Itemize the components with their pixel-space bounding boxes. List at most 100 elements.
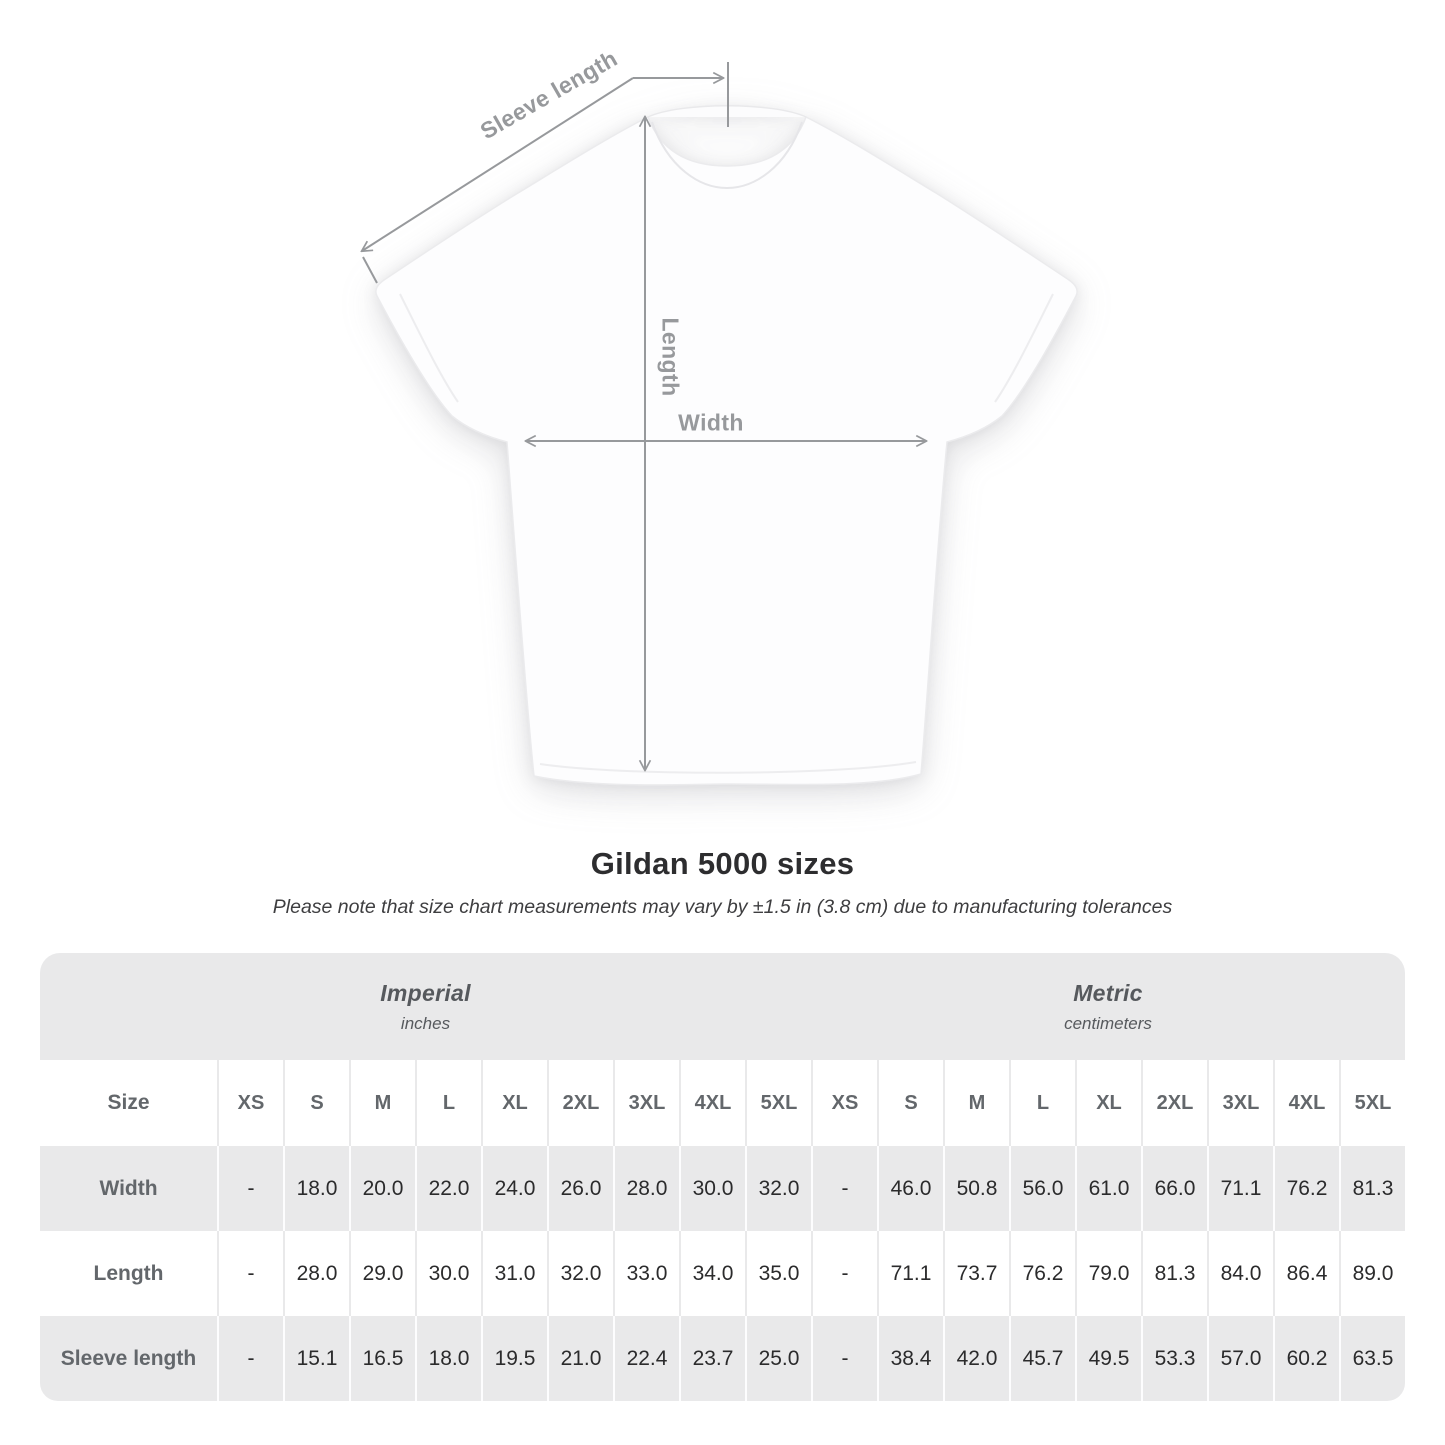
measurement-cell: 49.5 (1075, 1316, 1141, 1401)
measurement-cell: 45.7 (1009, 1316, 1075, 1401)
size-column-header: 2XL (1141, 1060, 1207, 1146)
measurement-cell: 21.0 (547, 1316, 613, 1401)
measurement-cell: 30.0 (415, 1231, 481, 1316)
size-table: Imperial inches Metric centimeters Size … (40, 953, 1405, 1401)
measurement-cell: 33.0 (613, 1231, 679, 1316)
measurement-cell: 73.7 (943, 1231, 1009, 1316)
measurement-cell: 22.0 (415, 1146, 481, 1231)
size-column-header: L (415, 1060, 481, 1146)
row-label: Width (99, 1176, 158, 1200)
measurement-cell: 89.0 (1339, 1231, 1405, 1316)
measurement-cell: 35.0 (745, 1231, 811, 1316)
row-label: Sleeve length (60, 1346, 197, 1370)
measurement-cell: 25.0 (745, 1316, 811, 1401)
tshirt-body (375, 115, 1078, 786)
size-column-header: XL (481, 1060, 547, 1146)
measurement-cell: 66.0 (1141, 1146, 1207, 1231)
measurement-cell: 30.0 (679, 1146, 745, 1231)
width-label: Width (678, 409, 744, 436)
table-row: Length -28.0 29.0 30.0 31.0 32.0 33.0 34.0 35.0-… (40, 1231, 1405, 1316)
measurement-cell: 63.5 (1339, 1316, 1405, 1401)
size-column-header: XS (811, 1060, 877, 1146)
table-row: Sleeve length -15.1 16.5 18.0 19.5 21.0 22.4 23… (40, 1316, 1405, 1401)
measurement-cell: 50.8 (943, 1146, 1009, 1231)
size-column-header: 2XL (547, 1060, 613, 1146)
size-column-header: S (877, 1060, 943, 1146)
measurement-cell: 81.3 (1339, 1146, 1405, 1231)
measurement-cell: - (217, 1316, 283, 1401)
measurement-cell: 16.5 (349, 1316, 415, 1401)
measurement-cell: 79.0 (1075, 1231, 1141, 1316)
metric-title: Metric (1073, 979, 1143, 1006)
size-column-header: S (283, 1060, 349, 1146)
size-header-label: Size (107, 1091, 150, 1114)
measurement-cell: - (217, 1231, 283, 1316)
metric-subtitle: centimeters (1064, 1013, 1152, 1033)
measurement-cell: 28.0 (613, 1146, 679, 1231)
size-column-header: M (943, 1060, 1009, 1146)
tshirt-left-sleeve-seam (399, 293, 459, 403)
size-column-header: XL (1075, 1060, 1141, 1146)
measurement-cell: 60.2 (1273, 1316, 1339, 1401)
measurement-cell: 84.0 (1207, 1231, 1273, 1316)
size-column-header: L (1009, 1060, 1075, 1146)
sleeve-arrow-diagonal (362, 77, 634, 251)
unit-header-row: Imperial inches Metric centimeters (40, 953, 1405, 1060)
measurement-arrows (362, 62, 926, 770)
page-title: Gildan 5000 sizes (590, 846, 855, 881)
measurement-cell: 18.0 (283, 1146, 349, 1231)
size-column-header: XS (217, 1060, 283, 1146)
measurement-cell: 26.0 (547, 1146, 613, 1231)
measurement-cell: 53.3 (1141, 1316, 1207, 1401)
tshirt-collar-seam (651, 121, 803, 190)
tshirt-diagram (0, 62, 1078, 786)
size-column-header: 3XL (1207, 1060, 1273, 1146)
measurement-cell: 28.0 (283, 1231, 349, 1316)
measurement-cell: 71.1 (877, 1231, 943, 1316)
measurement-cell: 76.2 (1009, 1231, 1075, 1316)
measurement-cell: 29.0 (349, 1231, 415, 1316)
measurement-cell: 22.4 (613, 1316, 679, 1401)
size-column-header: 3XL (613, 1060, 679, 1146)
row-label: Length (93, 1261, 164, 1285)
measurement-cell: - (811, 1231, 877, 1316)
measurement-cell: 19.5 (481, 1316, 547, 1401)
size-column-header: 4XL (679, 1060, 745, 1146)
imperial-subtitle: inches (400, 1013, 451, 1033)
measurement-cell: 46.0 (877, 1146, 943, 1231)
measurement-cell: 38.4 (877, 1316, 943, 1401)
measurement-cell: 31.0 (481, 1231, 547, 1316)
imperial-title: Imperial (380, 979, 471, 1006)
tshirt-hem-seam (539, 761, 917, 774)
measurement-cell: 18.0 (415, 1316, 481, 1401)
measurement-cell: 23.7 (679, 1316, 745, 1401)
measurement-cell: 42.0 (943, 1316, 1009, 1401)
measurement-cell: 57.0 (1207, 1316, 1273, 1401)
measurement-cell: - (811, 1316, 877, 1401)
length-label: Length (657, 317, 684, 397)
measurement-cell: 71.1 (1207, 1146, 1273, 1231)
measurement-cell: 61.0 (1075, 1146, 1141, 1231)
size-column-header: M (349, 1060, 415, 1146)
measurement-cell: 20.0 (349, 1146, 415, 1231)
measurement-cell: 86.4 (1273, 1231, 1339, 1316)
measurement-cell: - (217, 1146, 283, 1231)
table-row: Width -18.0 20.0 22.0 24.0 26.0 28.0 30.0 32.0-4… (40, 1146, 1405, 1231)
measurement-cell: 24.0 (481, 1146, 547, 1231)
measurement-cell: 81.3 (1141, 1231, 1207, 1316)
measurement-cell: 32.0 (745, 1146, 811, 1231)
tolerance-note: Please note that size chart measurements… (272, 896, 1173, 918)
sleeve-end-tick (362, 256, 378, 284)
imperial-header: Imperial inches (40, 953, 811, 1060)
measurement-cell: 56.0 (1009, 1146, 1075, 1231)
table-body: Width -18.0 20.0 22.0 24.0 26.0 28.0 30.0 32.0-4… (40, 1146, 1405, 1401)
tshirt-right-sleeve-seam (994, 293, 1054, 403)
measurement-cell: 34.0 (679, 1231, 745, 1316)
size-column-header: 5XL (1339, 1060, 1405, 1146)
measurement-cell: 76.2 (1273, 1146, 1339, 1231)
tshirt-illustration (375, 105, 1078, 786)
size-column-header: 4XL (1273, 1060, 1339, 1146)
size-column-header: 5XL (745, 1060, 811, 1146)
measurement-cell: 32.0 (547, 1231, 613, 1316)
